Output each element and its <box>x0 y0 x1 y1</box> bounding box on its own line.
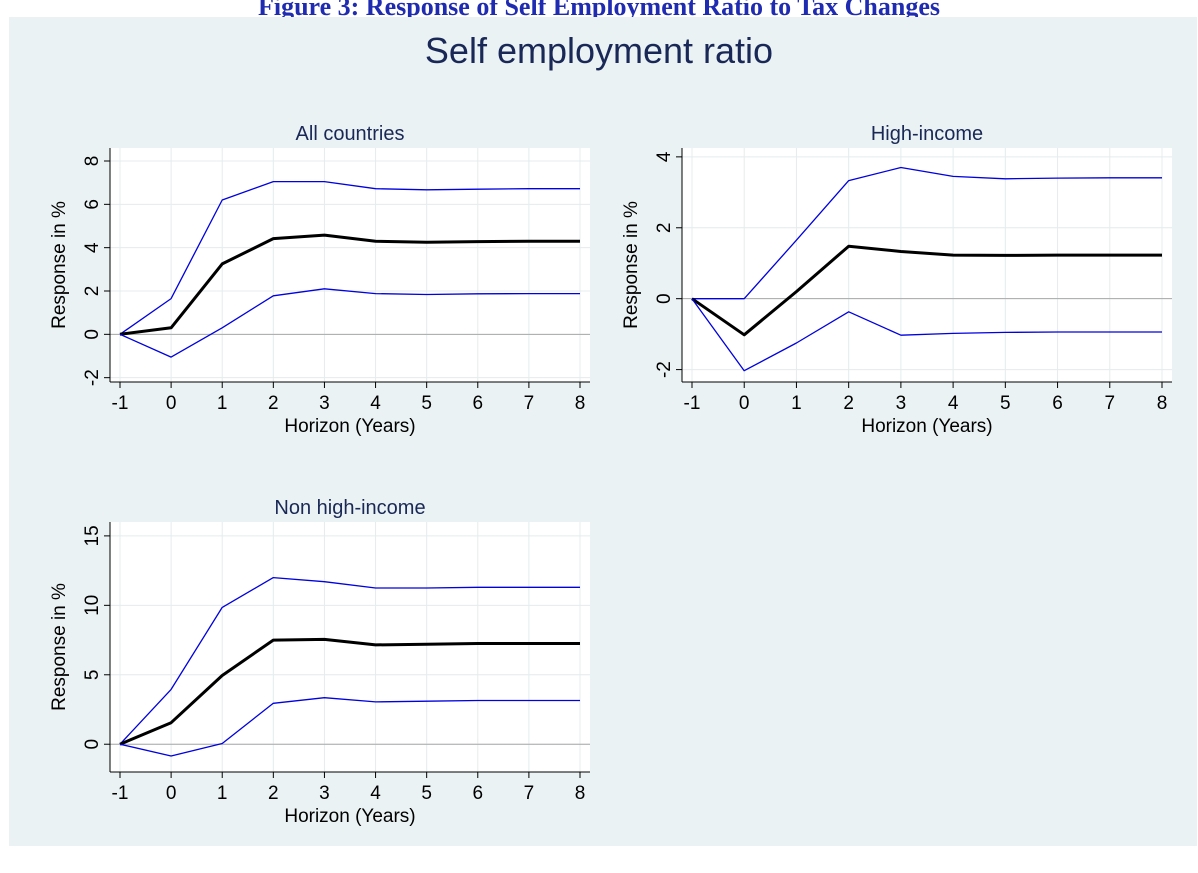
y-tick-label: 6 <box>82 199 103 210</box>
x-tick-label: 4 <box>948 393 959 414</box>
x-tick-label: 7 <box>524 783 535 804</box>
x-tick-label: 8 <box>1157 393 1168 414</box>
y-tick-label: 10 <box>82 595 103 616</box>
lower-bound-line <box>691 298 1162 372</box>
point-estimate-line <box>119 637 580 746</box>
y-tick-label: 0 <box>82 329 103 340</box>
x-tick-label: 6 <box>472 393 483 414</box>
chart-non-high-income: 0 5 10 15 -1 0 1 2 3 4 5 6 7 8 Non high-income Horizon … <box>49 497 590 827</box>
x-tick-label: 1 <box>217 393 228 414</box>
panel-title: All countries <box>296 123 405 145</box>
x-tick-label: 4 <box>370 393 381 414</box>
y-axis-label: Response in % <box>621 201 642 329</box>
y-axis-label: Response in % <box>49 583 70 711</box>
upper-bound-line <box>119 576 580 745</box>
x-axis-label: Horizon (Years) <box>861 416 992 437</box>
plot-area <box>110 522 590 772</box>
x-tick-label: 2 <box>268 783 279 804</box>
upper-bound-line <box>692 166 1162 300</box>
plot-area <box>110 148 590 382</box>
x-tick-label: 3 <box>319 393 330 414</box>
x-tick-label: 6 <box>1052 393 1063 414</box>
y-tick-label: -2 <box>654 361 675 378</box>
x-axis-label: Horizon (Years) <box>284 416 415 437</box>
x-tick-label: 4 <box>370 783 381 804</box>
x-tick-label: 6 <box>472 783 483 804</box>
x-tick-label: 0 <box>166 393 177 414</box>
x-tick-label: 1 <box>791 393 802 414</box>
x-tick-label: 0 <box>739 393 750 414</box>
x-tick-label: -1 <box>684 393 701 414</box>
y-tick-label: 5 <box>82 669 103 680</box>
x-tick-label: -1 <box>112 783 129 804</box>
point-estimate-line <box>691 244 1162 337</box>
x-tick-label: 2 <box>268 393 279 414</box>
y-tick-label: 2 <box>82 286 103 297</box>
x-tick-label: 0 <box>166 783 177 804</box>
x-tick-label: 7 <box>1104 393 1115 414</box>
x-tick-label: 5 <box>421 393 432 414</box>
y-tick-label: 8 <box>82 156 103 167</box>
y-axis-label: Response in % <box>49 201 70 329</box>
y-tick-label: 15 <box>82 525 103 546</box>
point-estimate-line <box>119 233 580 336</box>
y-tick-label: -2 <box>82 369 103 386</box>
x-axis-label: Horizon (Years) <box>284 806 415 827</box>
plot-area <box>682 148 1172 382</box>
chart-all-countries: -2 0 2 4 6 8 -1 0 1 2 3 4 5 6 7 8 All countries Horizon (… <box>49 123 590 437</box>
figure-title: Self employment ratio <box>424 30 774 71</box>
x-tick-label: 8 <box>575 783 586 804</box>
x-tick-label: 8 <box>575 393 586 414</box>
x-tick-label: 5 <box>1000 393 1011 414</box>
panel-title: High-income <box>871 123 983 145</box>
x-tick-label: 7 <box>524 393 535 414</box>
y-tick-label: 4 <box>654 151 675 162</box>
panel-title: Non high-income <box>274 497 425 519</box>
x-tick-label: 3 <box>896 393 907 414</box>
chart-high-income: -2 0 2 4 -1 0 1 2 3 4 5 6 7 8 High-income Horizon (Year… <box>621 123 1172 437</box>
x-tick-label: 3 <box>319 783 330 804</box>
y-tick-label: 0 <box>82 739 103 750</box>
y-tick-label: 4 <box>82 242 103 253</box>
y-tick-label: 2 <box>654 222 675 233</box>
figure-caption: Figure 3: Response of Self Employment Ra… <box>257 0 941 20</box>
x-tick-label: 1 <box>217 783 228 804</box>
x-tick-label: -1 <box>112 393 129 414</box>
x-tick-label: 5 <box>421 783 432 804</box>
lower-bound-line <box>119 288 580 358</box>
upper-bound-line <box>119 180 580 335</box>
x-tick-label: 2 <box>843 393 854 414</box>
lower-bound-line <box>119 697 580 757</box>
y-tick-label: 0 <box>654 293 675 304</box>
